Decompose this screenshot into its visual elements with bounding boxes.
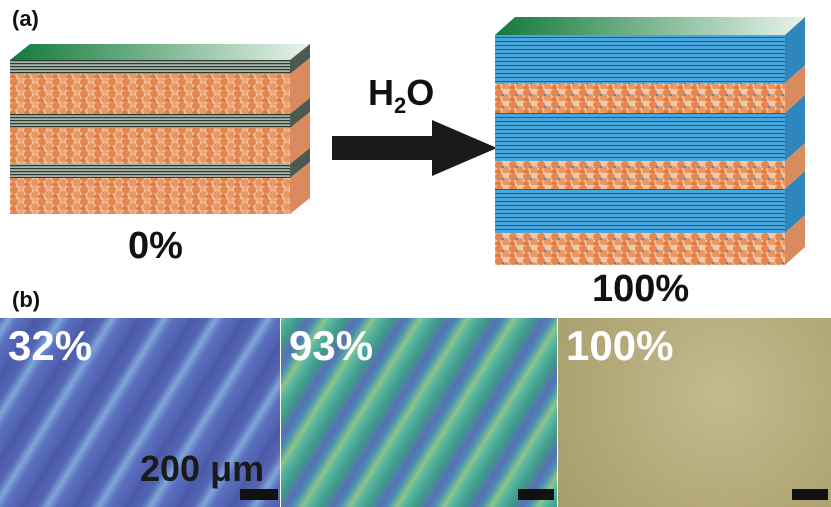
micrograph-100: 100% bbox=[558, 318, 831, 507]
top-film-face bbox=[10, 44, 310, 60]
dry-percent-label: 0% bbox=[128, 225, 183, 267]
micrograph-93: 93% bbox=[281, 318, 557, 507]
bead-layer-1 bbox=[10, 74, 290, 114]
scale-bar-text: 200 μm bbox=[140, 448, 265, 489]
bead-layer-swollen-3 bbox=[495, 233, 785, 265]
micrograph-93-label: 93% bbox=[289, 322, 374, 369]
film-layer-2 bbox=[10, 114, 290, 128]
swollen-layer-3 bbox=[495, 189, 785, 233]
scale-bar-1 bbox=[240, 489, 278, 500]
swollen-layer-2 bbox=[495, 113, 785, 161]
bead-layer-swollen-1 bbox=[495, 83, 785, 113]
micrograph-100-label: 100% bbox=[566, 322, 674, 369]
scale-bar-3 bbox=[792, 489, 828, 500]
swollen-percent-label: 100% bbox=[592, 268, 690, 310]
bead-layer-swollen-2 bbox=[495, 161, 785, 189]
bead-layer-3 bbox=[10, 178, 290, 214]
bead-layer-2 bbox=[10, 128, 290, 164]
water-label: H2O bbox=[368, 72, 435, 119]
layered-film-swollen bbox=[495, 17, 805, 265]
panel-a-label: (a) bbox=[12, 6, 39, 31]
transition-arrow bbox=[332, 120, 497, 176]
swollen-layer-1 bbox=[495, 35, 785, 83]
film-layer-1 bbox=[10, 60, 290, 74]
layered-film-dry bbox=[10, 44, 310, 214]
top-film-face-swollen bbox=[495, 17, 805, 35]
micrograph-32-label: 32% bbox=[8, 322, 93, 369]
panel-b-label: (b) bbox=[12, 287, 41, 312]
film-layer-3 bbox=[10, 164, 290, 178]
scale-bar-2 bbox=[518, 489, 554, 500]
micrograph-32: 32% 200 μm bbox=[0, 318, 280, 507]
